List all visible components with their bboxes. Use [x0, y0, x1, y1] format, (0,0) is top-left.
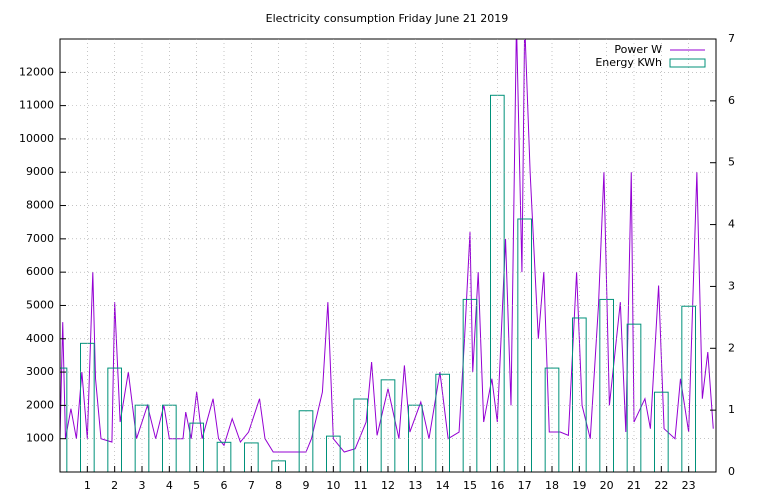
x-tick-label: 12	[381, 479, 395, 492]
y2-tick-label: 1	[728, 403, 735, 416]
legend-label: Energy KWh	[595, 56, 662, 69]
x-tick-label: 6	[221, 479, 228, 492]
y2-tick-label: 4	[728, 218, 735, 231]
y-tick-label: 7000	[26, 232, 54, 245]
y2-tick-label: 7	[728, 32, 735, 45]
x-tick-label: 19	[572, 479, 586, 492]
x-tick-label: 1	[84, 479, 91, 492]
x-tick-label: 14	[436, 479, 450, 492]
y2-tick-label: 3	[728, 279, 735, 292]
y-tick-label: 11000	[19, 99, 54, 112]
x-tick-label: 8	[275, 479, 282, 492]
energy-box	[244, 442, 259, 472]
x-tick-label: 18	[545, 479, 559, 492]
y2-tick-label: 5	[728, 156, 735, 169]
y-tick-label: 10000	[19, 132, 54, 145]
x-tick-label: 16	[490, 479, 504, 492]
y2-tick-label: 2	[728, 341, 735, 354]
energy-box	[626, 323, 642, 472]
y2-tick-label: 6	[728, 94, 735, 107]
x-tick-label: 4	[166, 479, 173, 492]
x-tick-label: 23	[682, 479, 696, 492]
energy-box	[271, 460, 287, 472]
x-tick-label: 22	[654, 479, 668, 492]
x-tick-label: 10	[326, 479, 340, 492]
y-tick-label: 8000	[26, 199, 54, 212]
x-tick-label: 7	[248, 479, 255, 492]
x-tick-label: 21	[627, 479, 641, 492]
energy-box	[572, 317, 587, 472]
x-tick-label: 5	[193, 479, 200, 492]
y-tick-label: 9000	[26, 165, 54, 178]
x-tick-label: 11	[354, 479, 368, 492]
chart-title: Electricity consumption Friday June 21 2…	[266, 12, 509, 25]
x-tick-label: 3	[139, 479, 146, 492]
y-tick-label: 12000	[19, 65, 54, 78]
y-tick-label: 2000	[26, 398, 54, 411]
energy-box	[654, 391, 669, 472]
y2-tick-label: 0	[728, 465, 735, 478]
plot-area	[60, 39, 714, 472]
legend-swatch	[669, 58, 706, 68]
y-tick-label: 5000	[26, 298, 54, 311]
y-tick-label: 3000	[26, 365, 54, 378]
x-tick-label: 20	[600, 479, 614, 492]
energy-box	[435, 373, 451, 472]
y-tick-label: 6000	[26, 265, 54, 278]
x-tick-label: 15	[463, 479, 477, 492]
energy-box	[380, 379, 396, 472]
energy-box	[681, 305, 696, 472]
x-tick-label: 13	[408, 479, 422, 492]
x-tick-label: 17	[518, 479, 532, 492]
x-tick-label: 9	[303, 479, 310, 492]
energy-box	[326, 435, 341, 472]
energy-box	[517, 218, 532, 472]
power-line	[60, 39, 714, 453]
y-tick-label: 4000	[26, 332, 54, 345]
x-tick-label: 2	[111, 479, 118, 492]
y-tick-label: 1000	[26, 432, 54, 445]
legend-label: Power W	[614, 43, 662, 56]
